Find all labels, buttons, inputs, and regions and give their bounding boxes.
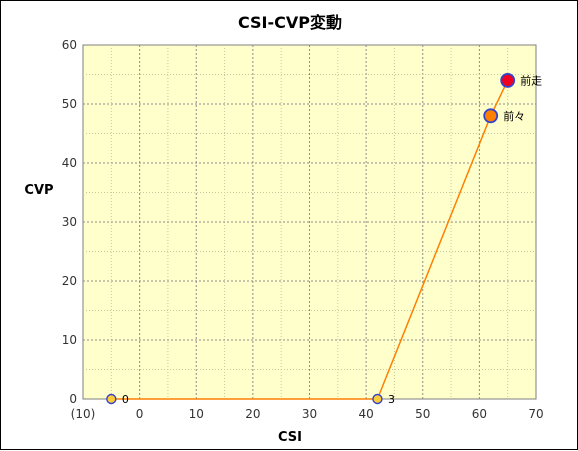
y-tick-label: 40 (62, 156, 77, 170)
x-tick-label: 10 (189, 407, 204, 421)
data-point-label: 0 (122, 393, 129, 406)
x-tick-label: 50 (415, 407, 430, 421)
data-point (500, 73, 516, 88)
data-point-label: 3 (388, 393, 395, 406)
x-axis-title: CSI (278, 430, 302, 445)
x-tick-label: 0 (136, 407, 144, 421)
x-tick-label: 40 (358, 407, 373, 421)
data-point (372, 393, 383, 405)
y-tick-label: 0 (69, 392, 77, 406)
data-point-label: 前走 (520, 73, 542, 87)
chart-title: CSI-CVP変動 (238, 13, 342, 32)
x-tick-label: 60 (472, 407, 487, 421)
y-axis-title: CVP (24, 183, 53, 198)
x-tick-label: 30 (302, 407, 317, 421)
data-point (483, 108, 499, 124)
x-tick-label: 20 (245, 407, 260, 421)
y-tick-label: 60 (62, 38, 77, 52)
series-line (111, 80, 509, 400)
y-tick-label: 20 (62, 274, 77, 288)
data-point (106, 393, 117, 405)
data-point-label: 前々 (503, 109, 525, 123)
y-tick-label: 30 (62, 215, 77, 229)
x-tick-label: (10) (71, 407, 96, 421)
y-tick-label: 50 (62, 97, 77, 111)
y-tick-label: 10 (62, 333, 77, 347)
x-tick-label: 70 (528, 407, 543, 421)
